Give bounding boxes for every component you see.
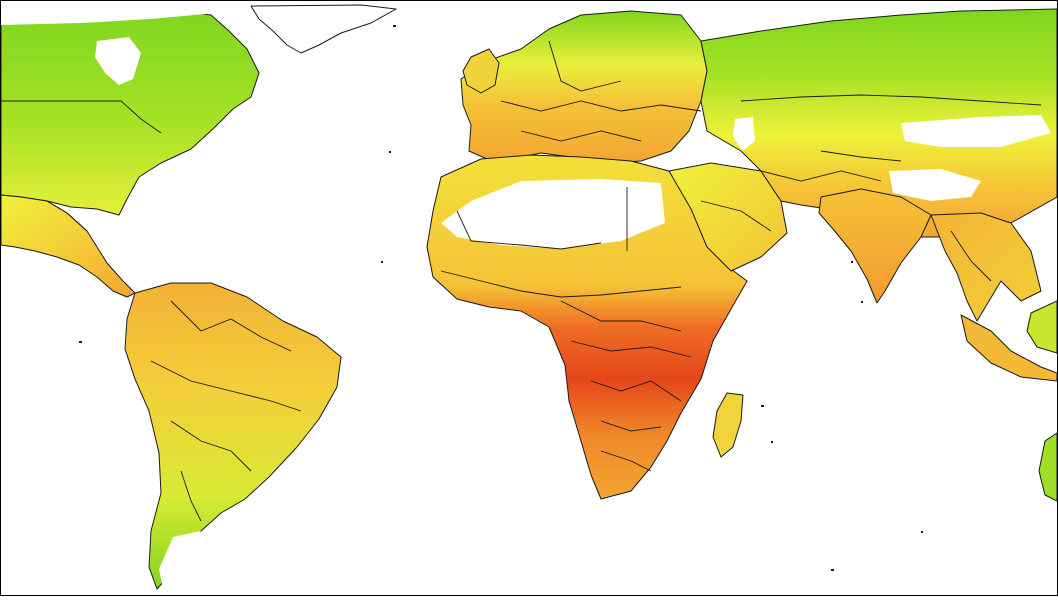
greenland-region	[250, 4, 397, 54]
country-borders	[1, 40, 1042, 522]
sahara-no-data	[441, 179, 665, 249]
british-isles-region	[462, 48, 500, 94]
southeast-asia-region	[930, 212, 1042, 322]
south-america-region	[124, 282, 342, 590]
india-region	[818, 188, 932, 304]
australia-edge-region	[1038, 432, 1057, 502]
canadian-arctic-no-data	[1, 3, 216, 25]
madagascar-region	[712, 392, 744, 458]
arabian-peninsula-region	[668, 162, 788, 272]
europe-region	[460, 10, 708, 164]
tibet-no-data	[889, 169, 981, 201]
caspian-area	[733, 117, 755, 151]
hudson-bay-area	[95, 37, 141, 85]
gobi-no-data	[901, 115, 1051, 147]
indonesia-region	[960, 314, 1057, 382]
patagonia-no-data	[159, 531, 201, 589]
island-specks	[79, 25, 923, 571]
borneo-region	[1026, 300, 1057, 354]
